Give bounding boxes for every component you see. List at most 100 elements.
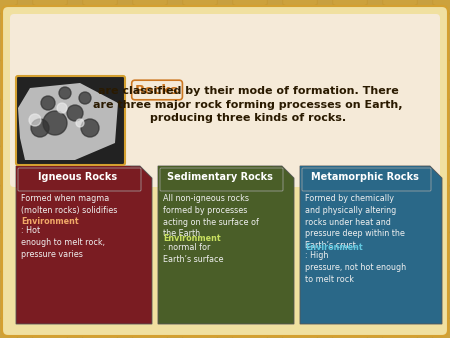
- FancyBboxPatch shape: [16, 76, 125, 165]
- Polygon shape: [283, 0, 317, 14]
- Polygon shape: [0, 0, 17, 14]
- Polygon shape: [233, 60, 267, 100]
- Polygon shape: [333, 318, 367, 338]
- Polygon shape: [408, 189, 442, 229]
- Polygon shape: [83, 146, 117, 186]
- Polygon shape: [233, 0, 267, 14]
- Text: : High
pressure, not hot enough
to melt rock: : High pressure, not hot enough to melt …: [305, 251, 406, 284]
- Text: Environment: Environment: [21, 217, 79, 226]
- Polygon shape: [183, 0, 217, 14]
- Circle shape: [67, 105, 83, 121]
- Polygon shape: [358, 189, 392, 229]
- Polygon shape: [283, 146, 317, 186]
- Text: Formed when magma
(molten rocks) solidifies: Formed when magma (molten rocks) solidif…: [21, 194, 117, 215]
- Text: Formed by chemically
and physically altering
rocks under heat and
pressure deep : Formed by chemically and physically alte…: [305, 194, 405, 250]
- Polygon shape: [183, 318, 217, 338]
- Polygon shape: [358, 17, 392, 57]
- Polygon shape: [108, 189, 142, 229]
- Circle shape: [43, 111, 67, 135]
- Text: Igneous Rocks: Igneous Rocks: [38, 172, 117, 182]
- Circle shape: [79, 92, 91, 104]
- Polygon shape: [108, 103, 142, 143]
- Polygon shape: [133, 232, 167, 272]
- Polygon shape: [208, 103, 242, 143]
- Polygon shape: [33, 232, 68, 272]
- Polygon shape: [333, 60, 367, 100]
- FancyBboxPatch shape: [10, 14, 440, 187]
- Polygon shape: [408, 275, 442, 315]
- Polygon shape: [233, 146, 267, 186]
- Polygon shape: [333, 232, 367, 272]
- Polygon shape: [8, 189, 42, 229]
- Polygon shape: [382, 232, 417, 272]
- Polygon shape: [183, 232, 217, 272]
- Text: : Hot
enough to melt rock,
pressure varies: : Hot enough to melt rock, pressure vari…: [21, 226, 105, 259]
- Polygon shape: [283, 232, 317, 272]
- Circle shape: [41, 96, 55, 110]
- Text: Environment: Environment: [163, 234, 220, 243]
- Polygon shape: [258, 189, 292, 229]
- Polygon shape: [308, 103, 342, 143]
- Text: All non-igneous rocks
formed by processes
acting on the surface of
the Earth: All non-igneous rocks formed by processe…: [163, 194, 259, 238]
- Polygon shape: [83, 318, 117, 338]
- Polygon shape: [0, 60, 17, 100]
- Polygon shape: [333, 0, 367, 14]
- Polygon shape: [408, 17, 442, 57]
- Polygon shape: [83, 0, 117, 14]
- Polygon shape: [133, 60, 167, 100]
- Polygon shape: [382, 60, 417, 100]
- Polygon shape: [300, 166, 430, 188]
- Polygon shape: [233, 232, 267, 272]
- Polygon shape: [0, 146, 17, 186]
- Polygon shape: [8, 275, 42, 315]
- Circle shape: [29, 114, 41, 126]
- Polygon shape: [382, 0, 417, 14]
- Polygon shape: [283, 318, 317, 338]
- Polygon shape: [133, 146, 167, 186]
- Polygon shape: [33, 0, 68, 14]
- Polygon shape: [208, 189, 242, 229]
- Polygon shape: [283, 60, 317, 100]
- Polygon shape: [158, 189, 192, 229]
- Polygon shape: [408, 103, 442, 143]
- Polygon shape: [133, 0, 167, 14]
- Circle shape: [81, 119, 99, 137]
- Polygon shape: [358, 103, 392, 143]
- Polygon shape: [433, 60, 450, 100]
- Polygon shape: [108, 17, 142, 57]
- FancyBboxPatch shape: [2, 6, 448, 336]
- Polygon shape: [308, 275, 342, 315]
- Polygon shape: [258, 275, 292, 315]
- Polygon shape: [158, 166, 294, 324]
- Polygon shape: [183, 60, 217, 100]
- Polygon shape: [433, 232, 450, 272]
- Polygon shape: [83, 60, 117, 100]
- Polygon shape: [208, 17, 242, 57]
- Polygon shape: [16, 166, 152, 324]
- Polygon shape: [158, 103, 192, 143]
- Polygon shape: [58, 189, 92, 229]
- Polygon shape: [433, 318, 450, 338]
- Polygon shape: [382, 146, 417, 186]
- Polygon shape: [358, 275, 392, 315]
- Polygon shape: [58, 275, 92, 315]
- Polygon shape: [18, 83, 118, 160]
- Polygon shape: [183, 146, 217, 186]
- Text: Metamorphic Rocks: Metamorphic Rocks: [311, 172, 419, 182]
- Polygon shape: [333, 146, 367, 186]
- Polygon shape: [108, 275, 142, 315]
- Circle shape: [76, 119, 84, 127]
- Polygon shape: [8, 103, 42, 143]
- Circle shape: [57, 103, 67, 113]
- Polygon shape: [233, 318, 267, 338]
- Polygon shape: [16, 166, 140, 188]
- Polygon shape: [33, 146, 68, 186]
- Polygon shape: [58, 17, 92, 57]
- Text: : normal for
Earth’s surface: : normal for Earth’s surface: [163, 243, 224, 264]
- Circle shape: [31, 119, 49, 137]
- Polygon shape: [433, 146, 450, 186]
- Polygon shape: [300, 166, 442, 324]
- Text: Environment: Environment: [305, 242, 363, 251]
- Polygon shape: [0, 232, 17, 272]
- Polygon shape: [382, 318, 417, 338]
